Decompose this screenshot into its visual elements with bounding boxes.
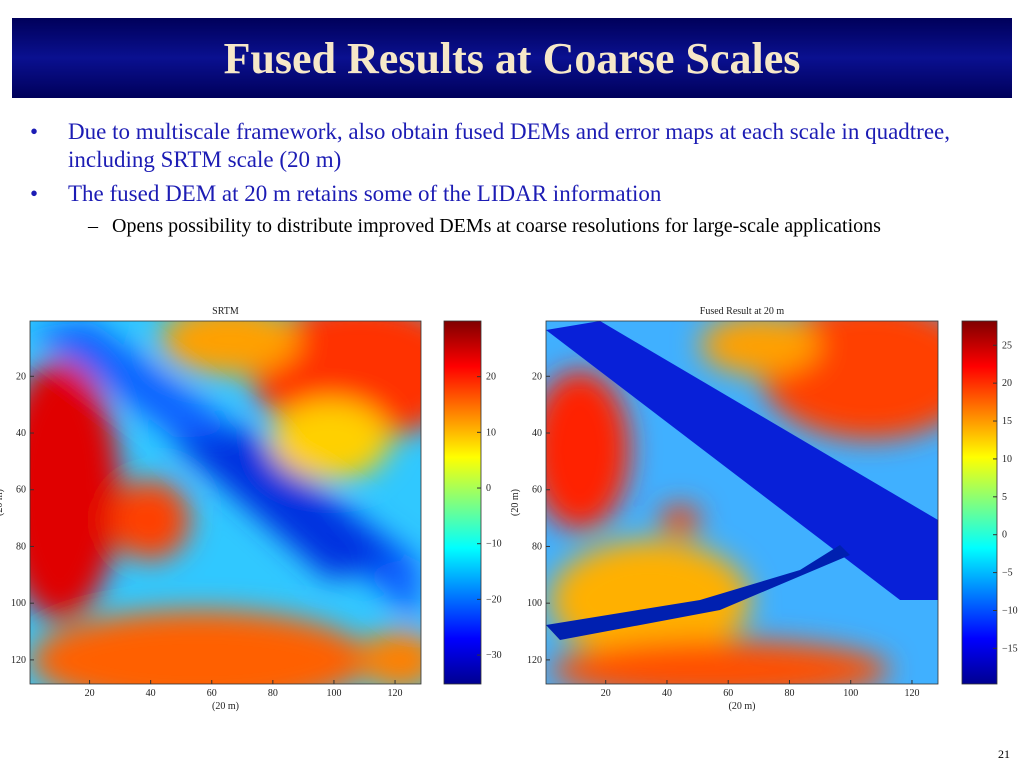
title-bar: Fused Results at Coarse Scales bbox=[12, 18, 1012, 98]
x-tick-label: 80 bbox=[784, 688, 794, 699]
bullet: Due to multiscale framework, also obtain… bbox=[30, 118, 990, 174]
colorbar-tick-label: −5 bbox=[1002, 568, 1013, 579]
y-tick-label: 80 bbox=[16, 541, 26, 552]
y-axis-label: (20 m) bbox=[0, 489, 5, 516]
x-tick-label: 80 bbox=[268, 688, 278, 699]
colorbar-tick-label: 20 bbox=[1002, 378, 1012, 389]
y-tick-label: 100 bbox=[11, 598, 26, 609]
colorbar-tick-label: 10 bbox=[486, 427, 496, 438]
y-tick-label: 80 bbox=[532, 541, 542, 552]
x-tick-label: 100 bbox=[843, 688, 858, 699]
y-tick-label: 40 bbox=[16, 428, 26, 439]
colorbar-tick-label: −20 bbox=[486, 594, 502, 605]
bullet: The fused DEM at 20 m retains some of th… bbox=[30, 180, 990, 208]
colorbar-tick-label: 10 bbox=[1002, 454, 1012, 465]
x-tick-label: 120 bbox=[904, 688, 919, 699]
y-tick-label: 120 bbox=[11, 655, 26, 666]
colorbar-tick-label: 0 bbox=[1002, 530, 1007, 541]
x-tick-label: 40 bbox=[146, 688, 156, 699]
x-tick-label: 100 bbox=[326, 688, 341, 699]
y-axis-label: (20 m) bbox=[510, 489, 521, 516]
y-tick-label: 20 bbox=[16, 371, 26, 382]
plot-title: SRTM bbox=[212, 306, 239, 317]
page-number: 21 bbox=[998, 747, 1010, 761]
x-tick-label: 120 bbox=[388, 688, 403, 699]
heatmap-image bbox=[30, 321, 421, 684]
x-tick-label: 20 bbox=[601, 688, 611, 699]
y-tick-label: 60 bbox=[16, 485, 26, 496]
colorbar-tick-label: 5 bbox=[1002, 492, 1007, 503]
colorbar-tick-label: −10 bbox=[1002, 605, 1018, 616]
y-tick-label: 60 bbox=[532, 485, 542, 496]
colorbar-tick-label: 15 bbox=[1002, 416, 1012, 427]
colorbar-tick-label: 0 bbox=[486, 483, 491, 494]
colorbar-tick-label: −10 bbox=[486, 539, 502, 550]
x-tick-label: 40 bbox=[662, 688, 672, 699]
x-axis-label: (20 m) bbox=[212, 701, 239, 712]
y-tick-label: 20 bbox=[532, 371, 542, 382]
sub-bullet: Opens possibility to distribute improved… bbox=[30, 214, 990, 238]
colorbar-tick-label: −15 bbox=[1002, 643, 1018, 654]
y-tick-label: 100 bbox=[527, 598, 542, 609]
plot-title: Fused Result at 20 m bbox=[700, 306, 785, 317]
y-tick-label: 120 bbox=[527, 655, 542, 666]
bullet-list: Due to multiscale framework, also obtain… bbox=[30, 118, 990, 238]
colorbar-tick-label: 20 bbox=[486, 372, 496, 383]
colorbar bbox=[961, 320, 998, 685]
colorbar-tick-label: −30 bbox=[486, 650, 502, 661]
colorbar-tick-label: 25 bbox=[1002, 340, 1012, 351]
x-tick-label: 60 bbox=[723, 688, 733, 699]
heatmap-image bbox=[546, 321, 938, 684]
y-tick-label: 40 bbox=[532, 428, 542, 439]
x-tick-label: 60 bbox=[207, 688, 217, 699]
x-tick-label: 20 bbox=[85, 688, 95, 699]
colorbar bbox=[443, 320, 482, 685]
slide-title: Fused Results at Coarse Scales bbox=[223, 33, 801, 83]
x-axis-label: (20 m) bbox=[729, 701, 756, 712]
